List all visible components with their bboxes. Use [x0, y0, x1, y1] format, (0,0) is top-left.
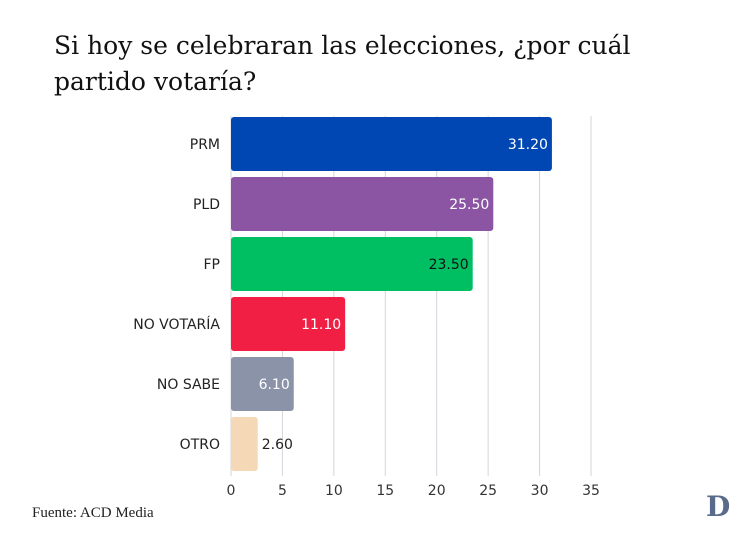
- data-label: 31.20: [508, 137, 548, 153]
- x-tick-label: 10: [325, 483, 343, 499]
- x-tick-label: 20: [428, 483, 446, 499]
- bar-pld: [231, 177, 494, 231]
- bar-prm: [231, 117, 552, 171]
- bar-fp: [231, 237, 473, 291]
- bar-otro: [231, 417, 258, 471]
- source-note: Fuente: ACD Media: [32, 505, 154, 521]
- category-label: PRM: [190, 137, 220, 153]
- x-tick-label: 15: [376, 483, 394, 499]
- category-label: NO VOTARÍA: [133, 316, 220, 333]
- data-label: 2.60: [262, 437, 293, 453]
- category-label: OTRO: [180, 437, 220, 453]
- data-label: 11.10: [301, 317, 341, 333]
- publisher-logo: D: [706, 490, 731, 523]
- x-tick-label: 30: [531, 483, 549, 499]
- x-tick-label: 5: [278, 483, 287, 499]
- bar-no-sabe: [231, 357, 294, 411]
- category-label: FP: [204, 257, 221, 273]
- data-label: 25.50: [449, 197, 489, 213]
- category-label: NO SABE: [157, 377, 220, 393]
- data-label: 23.50: [429, 257, 469, 273]
- x-tick-label: 25: [479, 483, 497, 499]
- data-label: 6.10: [259, 377, 290, 393]
- bar-no-votaría: [231, 297, 346, 351]
- x-tick-label: 0: [227, 483, 236, 499]
- x-tick-label: 35: [582, 483, 600, 499]
- category-label: PLD: [193, 197, 220, 213]
- chart-title: Si hoy se celebraran las elecciones, ¿po…: [54, 31, 631, 96]
